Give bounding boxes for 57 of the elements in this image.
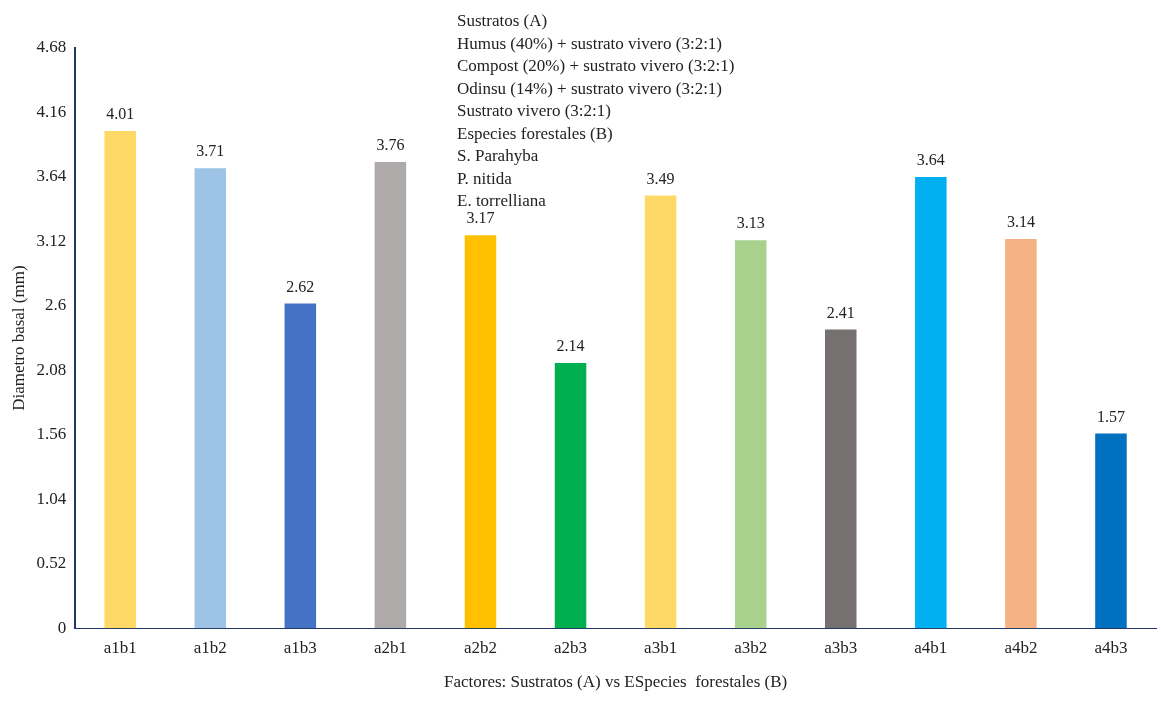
data-label: 2.41: [826, 303, 855, 321]
y-axis-title: Diametro basal (mm): [8, 265, 28, 411]
annotation: Odinsu (14%) + sustrato vivero (3:2:1): [457, 77, 724, 100]
x-tick-label: a1b3: [283, 637, 317, 657]
annotation: Sustrato vivero (3:2:1): [457, 100, 612, 122]
y-tick-label: 3.64: [36, 166, 67, 186]
bar: [1095, 433, 1127, 629]
data-label: 2.62: [286, 277, 315, 295]
x-tick-label: a2b3: [554, 637, 588, 657]
bar: [554, 362, 587, 629]
bar: [374, 162, 407, 629]
bar: [284, 303, 317, 629]
y-tick-label: 0.52: [36, 553, 67, 573]
annotation: Compost (20%) + sustrato vivero (3:2:1): [457, 55, 735, 77]
data-label: 3.76: [376, 136, 405, 154]
y-tick-label: 4.68: [36, 37, 67, 57]
y-tick-label: 4.16: [36, 101, 67, 121]
bar: [915, 176, 947, 629]
y-tick-label: 1.56: [36, 424, 67, 444]
data-label: 4.01: [106, 105, 135, 123]
data-label: 1.57: [1096, 407, 1125, 425]
bar: [104, 131, 136, 629]
data-label: 3.17: [466, 209, 495, 227]
data-label: 3.71: [196, 142, 225, 160]
annotation: S. Parahyba: [457, 145, 540, 167]
x-tick-label: a3b1: [644, 637, 678, 657]
x-tick-label: a4b3: [1094, 637, 1128, 657]
annotation: Especies forestales (B): [457, 122, 614, 145]
x-tick-label: a4b1: [914, 637, 948, 657]
y-tick-label: 0: [57, 617, 67, 637]
annotation: P. nitida: [457, 168, 512, 188]
x-tick-label: a1b1: [103, 637, 137, 657]
bar: [1005, 238, 1037, 629]
data-label: 3.13: [736, 214, 765, 232]
x-axis-title: Factores: Sustratos (A) vs ESpecies forestales (B): [443, 672, 788, 692]
bar: [194, 168, 227, 629]
bar: [824, 329, 857, 629]
annotation: E. torrelliana: [457, 190, 547, 212]
data-label: 2.14: [556, 337, 585, 355]
data-label: 3.64: [916, 151, 945, 169]
x-tick-label: a3b3: [824, 637, 858, 657]
data-label: 3.14: [1006, 213, 1035, 231]
data-label: 3.49: [646, 169, 675, 187]
bar: [644, 195, 677, 629]
annotation: Humus (40%) + sustrato vivero (3:2:1): [457, 32, 724, 55]
y-tick-label: 1.04: [36, 488, 67, 508]
y-tick-label: 2.6: [44, 295, 67, 315]
x-tick-label: a2b2: [463, 637, 497, 657]
y-tick-label: 2.08: [36, 359, 67, 379]
x-tick-label: a2b1: [373, 637, 407, 657]
bar: [464, 235, 497, 629]
x-tick-label: a1b2: [193, 637, 227, 657]
bar: [734, 240, 767, 629]
y-tick-label: 3.12: [36, 230, 67, 250]
x-tick-label: a3b2: [734, 637, 768, 657]
x-tick-label: a4b2: [1004, 637, 1038, 657]
text: Sustratos (A): [457, 10, 549, 32]
